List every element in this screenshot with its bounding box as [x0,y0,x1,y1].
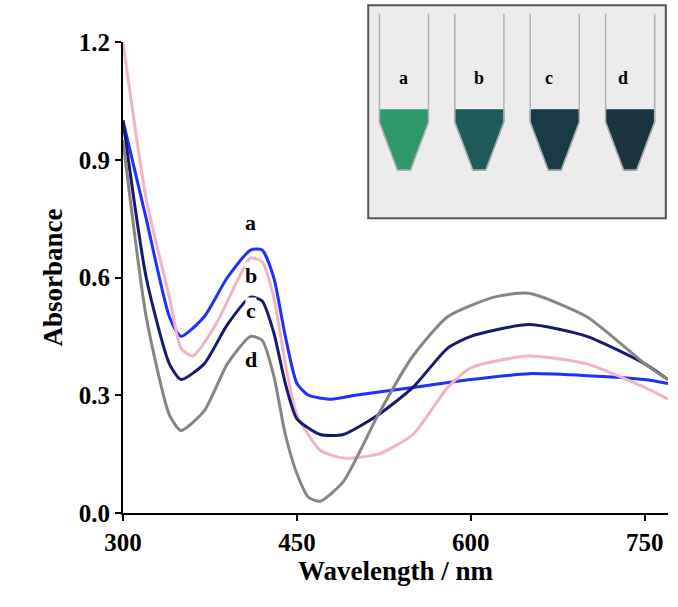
svg-text:b: b [245,263,257,288]
svg-text:0.3: 0.3 [79,382,110,409]
svg-text:d: d [618,68,628,88]
svg-text:b: b [474,68,484,88]
svg-text:Absorbance: Absorbance [38,208,68,346]
svg-text:0.6: 0.6 [79,264,110,291]
svg-text:0.9: 0.9 [79,147,110,174]
svg-text:Wavelength / nm: Wavelength / nm [298,556,494,586]
svg-text:c: c [545,68,553,88]
svg-text:a: a [399,68,408,88]
svg-text:a: a [245,210,256,235]
svg-text:300: 300 [104,529,142,556]
svg-text:d: d [245,347,257,372]
svg-text:c: c [246,298,256,323]
svg-text:1.2: 1.2 [79,29,110,56]
svg-text:750: 750 [626,529,664,556]
svg-text:0.0: 0.0 [79,500,110,527]
svg-text:600: 600 [452,529,490,556]
svg-text:450: 450 [278,529,316,556]
